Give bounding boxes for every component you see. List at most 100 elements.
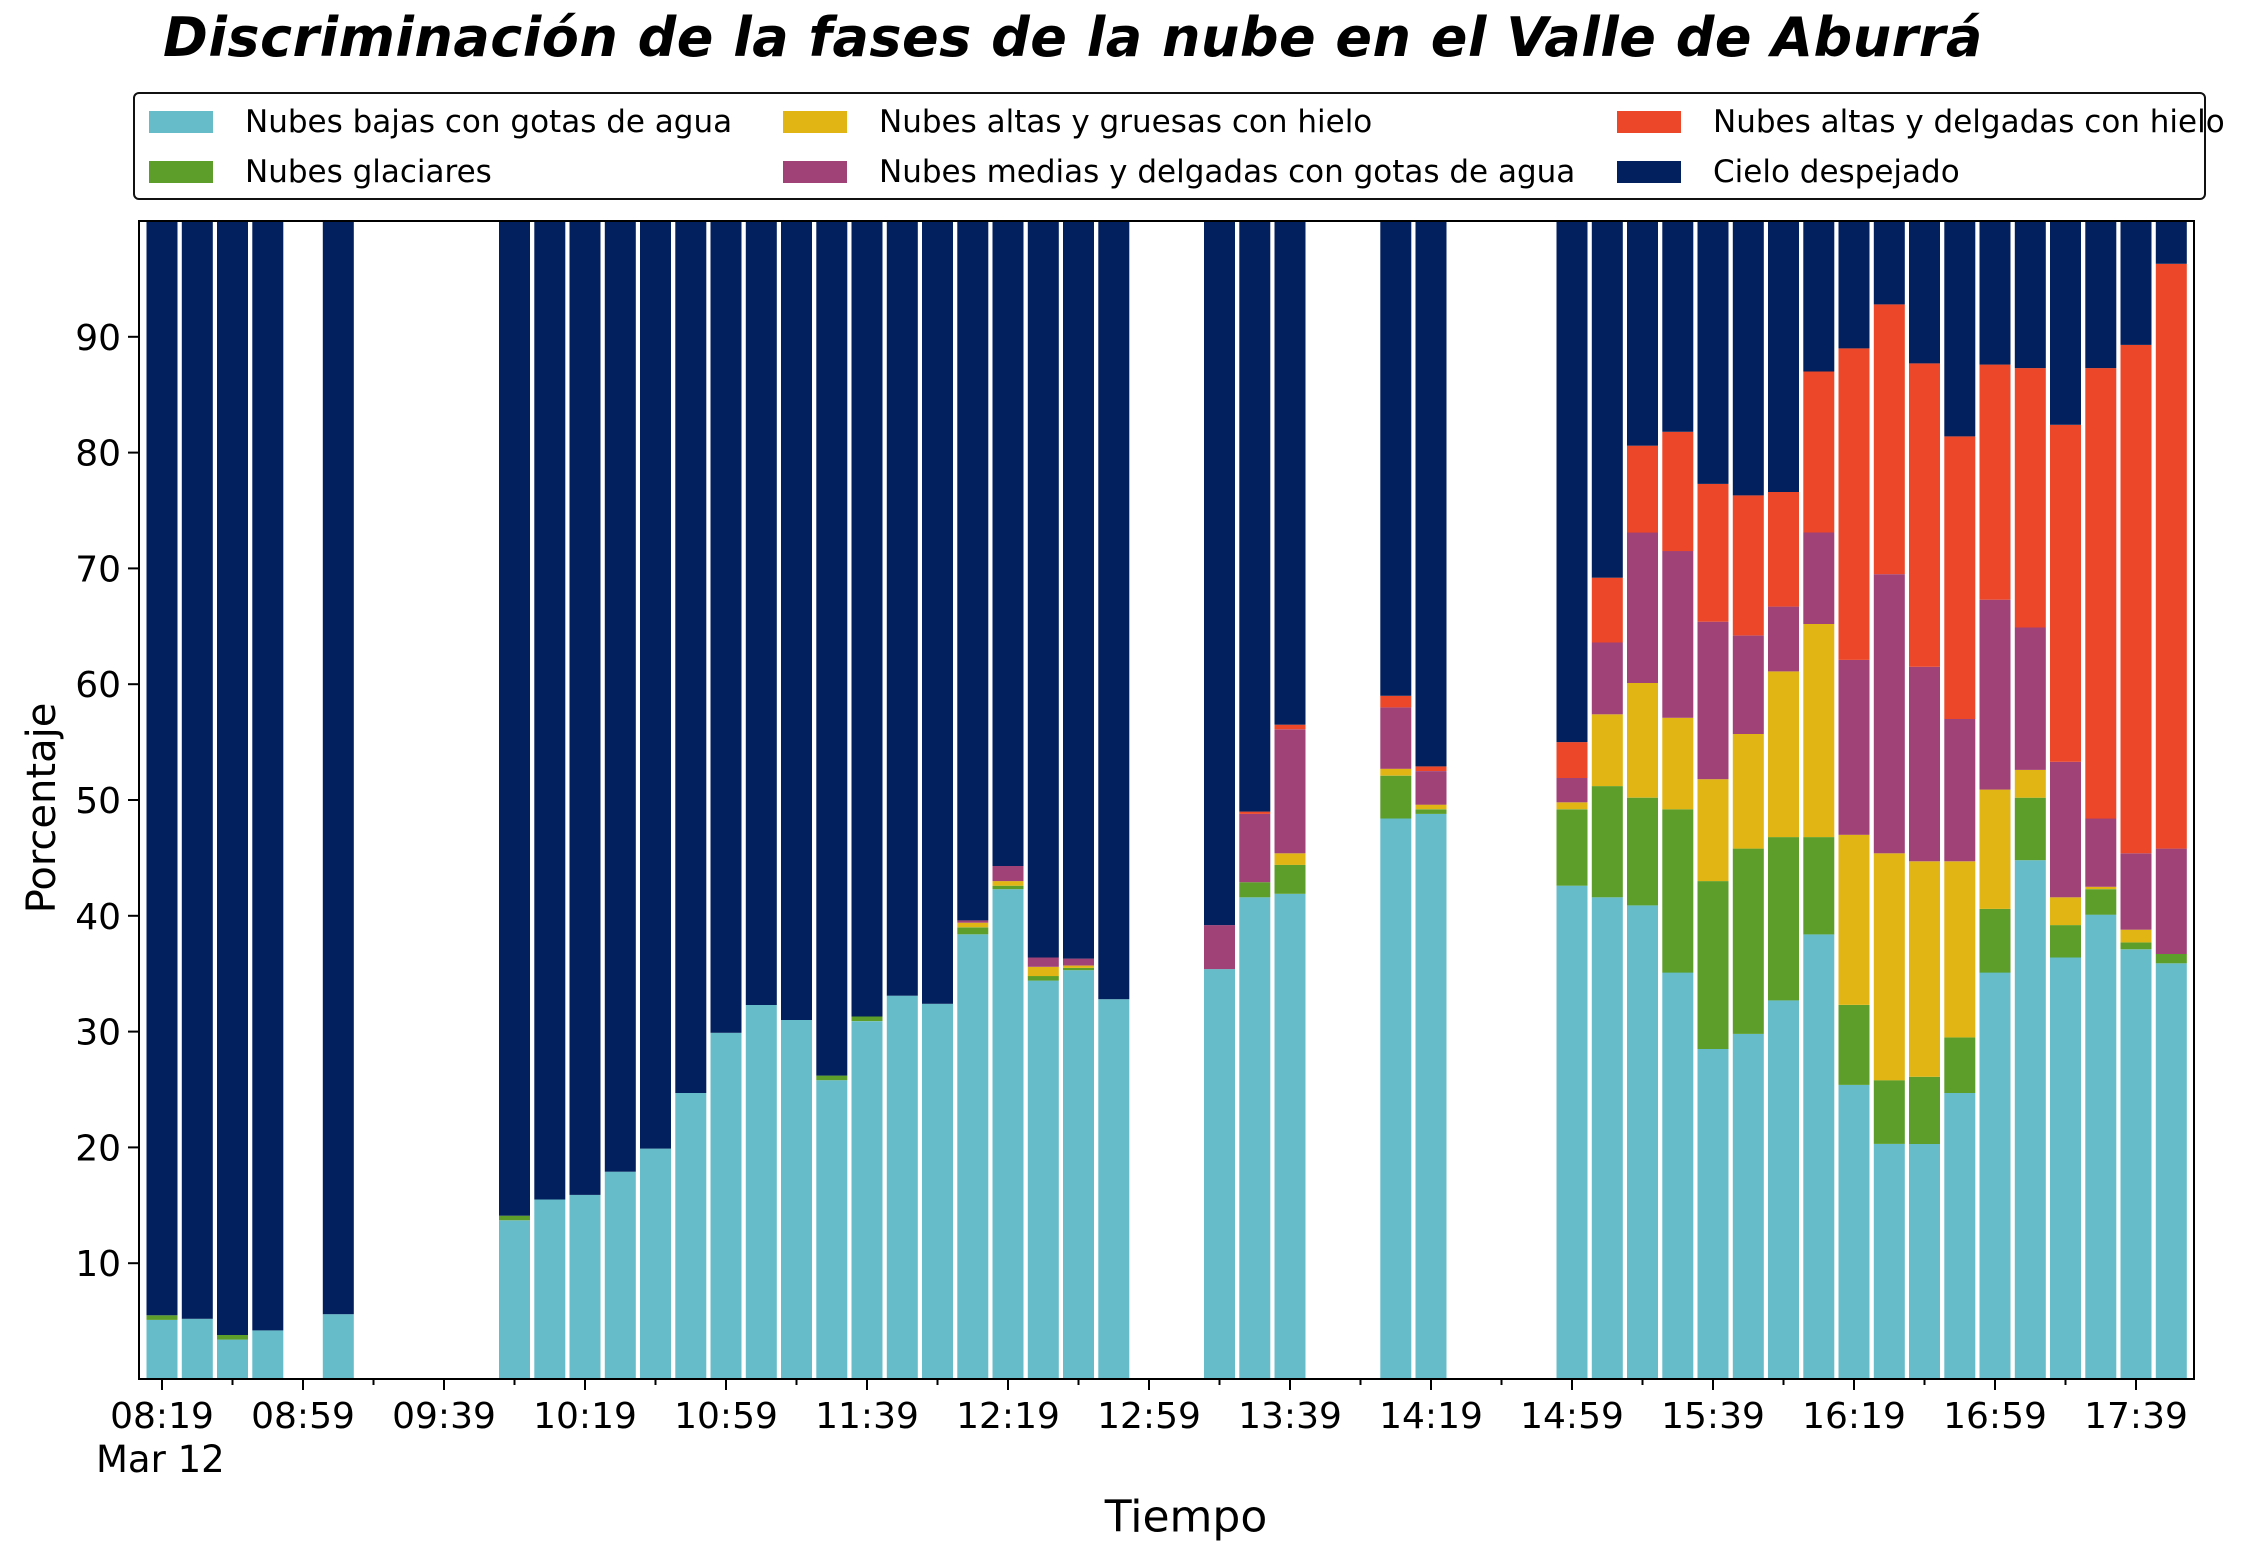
legend-swatch-low-water <box>149 111 213 133</box>
bar-group-1159 <box>922 221 953 1379</box>
bar-segment <box>1380 221 1412 696</box>
legend-item-low-water: Nubes bajas con gotas de agua <box>149 98 732 146</box>
bar-segment <box>851 1016 883 1022</box>
bar-segment <box>1838 659 1870 835</box>
bar-segment <box>1768 671 1799 838</box>
bar-segment <box>1556 778 1588 803</box>
bar-segment <box>146 1315 178 1320</box>
bar-segment <box>1063 970 1094 1379</box>
bar-segment <box>1098 221 1130 1000</box>
bar-segment <box>1415 766 1447 771</box>
bar-segment <box>992 889 1024 1379</box>
legend-item-high-thick-ice: Nubes altas y gruesas con hielo <box>783 98 1372 146</box>
bar-segment <box>1239 813 1271 883</box>
bar-group-1049 <box>675 221 707 1379</box>
bar-segment <box>1027 957 1059 967</box>
x-tick-label: 17:39 <box>2084 1396 2188 1437</box>
y-tick-label: 70 <box>75 549 121 590</box>
bar-group-1149 <box>886 221 918 1379</box>
bar-segment <box>1380 707 1412 769</box>
x-tick-label: 11:39 <box>815 1396 919 1437</box>
y-axis: 10 20 30 40 50 60 70 80 90 <box>75 318 139 1285</box>
bar-segment <box>1768 606 1799 672</box>
bar-group-1649 <box>1944 221 1976 1379</box>
bar-segment <box>2120 929 2152 943</box>
bar-segment <box>2155 954 2187 964</box>
bar-segment <box>922 1003 953 1379</box>
bar-segment <box>745 221 777 1005</box>
legend-swatch-glaciated <box>149 161 213 183</box>
bar-segment <box>1274 729 1306 854</box>
bar-segment <box>1768 1000 1799 1379</box>
x-axis-label: Tiempo <box>1104 1491 1268 1543</box>
bar-segment <box>1662 809 1694 973</box>
bar-group-1509 <box>1591 221 1623 1379</box>
bar-segment <box>1979 972 2011 1379</box>
bar-segment <box>1873 221 1905 305</box>
bar-group-1249 <box>1098 221 1130 1379</box>
bar-segment <box>1979 599 2011 790</box>
bar-segment <box>2014 860 2046 1379</box>
bar-group-0849 <box>252 221 284 1379</box>
bar-segment <box>2155 963 2187 1379</box>
bar-segment <box>2120 853 2152 930</box>
bar-segment <box>1768 221 1799 492</box>
bar-segment <box>534 1199 566 1379</box>
y-tick-label: 80 <box>75 434 121 475</box>
bar-segment <box>1063 958 1094 966</box>
bar-segment <box>745 1005 777 1379</box>
bar-segment <box>1768 837 1799 1001</box>
bar-segment <box>1627 905 1658 1379</box>
bar-segment <box>1803 837 1835 935</box>
chart-title: Discriminación de la fases de la nube en… <box>163 6 1983 69</box>
bar-segment <box>1274 724 1306 730</box>
bar-segment <box>1627 445 1658 533</box>
bar-segment <box>1556 742 1588 778</box>
bar-segment <box>1697 779 1729 882</box>
bar-group-1029 <box>604 221 636 1379</box>
bar-group-1459 <box>1556 221 1588 1379</box>
bar-group-1529 <box>1662 221 1694 1379</box>
legend-item-high-thin-ice: Nubes altas y delgadas con hielo <box>1617 98 2225 146</box>
bar-group-1219 <box>992 221 1024 1379</box>
bar-segment <box>2014 797 2046 861</box>
bar-segment <box>1732 221 1764 496</box>
bar-segment <box>1027 976 1059 981</box>
bar-segment <box>1591 221 1623 578</box>
bar-segment <box>1944 718 1976 862</box>
bar-segment <box>1415 804 1447 810</box>
bar-segment <box>1873 1080 1905 1144</box>
x-tick-label: 12:19 <box>956 1396 1060 1437</box>
bar-segment <box>322 1314 354 1379</box>
bar-segment <box>2050 957 2081 1379</box>
bar-segment <box>146 1319 178 1379</box>
bar-segment <box>1838 1084 1870 1379</box>
bar-segment <box>2120 344 2152 854</box>
bar-segment <box>2050 221 2081 425</box>
bar-segment <box>569 1194 601 1379</box>
bar-group-1519 <box>1627 221 1658 1379</box>
bar-segment <box>217 1339 248 1379</box>
y-tick-label: 90 <box>75 318 121 359</box>
legend-swatch-high-thin-ice <box>1617 111 1681 133</box>
bar-segment <box>217 1335 248 1340</box>
bar-segment <box>2085 221 2117 369</box>
legend-swatch-high-thick-ice <box>783 111 847 133</box>
bar-segment <box>1380 818 1412 1379</box>
bar-segment <box>1979 364 2011 600</box>
bar-segment <box>1556 221 1588 743</box>
bar-segment <box>1873 304 1905 575</box>
bar-segment <box>1556 809 1588 886</box>
bar-segment <box>1662 972 1694 1379</box>
x-tick-label: 16:59 <box>1943 1396 2047 1437</box>
bar-segment <box>1274 221 1306 725</box>
bar-segment <box>2050 897 2081 926</box>
y-tick-label: 60 <box>75 665 121 706</box>
bar-group-1409 <box>1380 221 1412 1379</box>
bar-segment <box>1662 717 1694 810</box>
bar-group-0829 <box>181 221 213 1379</box>
bar-segment <box>2155 221 2187 264</box>
bar-segment <box>1063 965 1094 968</box>
bar-group-1209 <box>957 221 989 1379</box>
bar-group-1059 <box>710 221 742 1379</box>
